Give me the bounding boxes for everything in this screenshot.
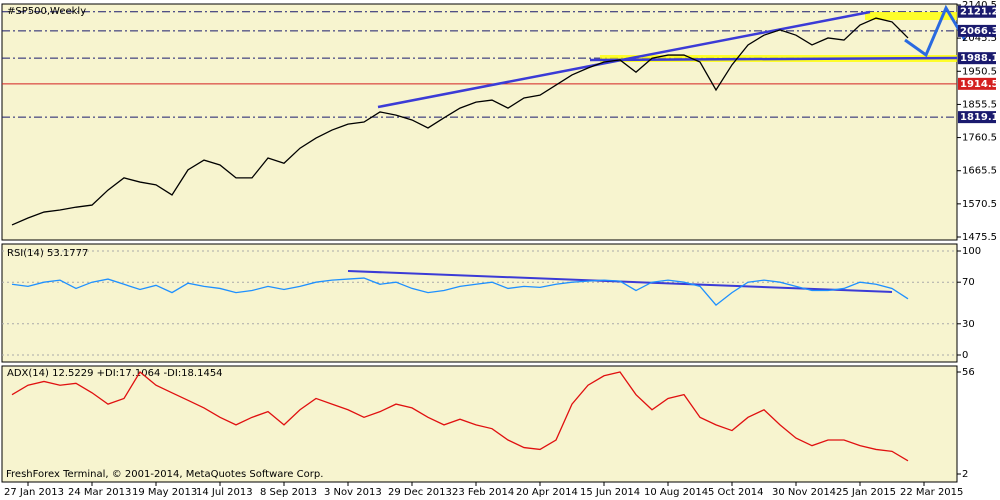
y-tick-label: 2140.5 — [962, 0, 997, 11]
price-panel — [1, 3, 958, 241]
y-tick-label: 0 — [962, 350, 968, 361]
y-tick-label: 1855.5 — [962, 99, 997, 110]
x-tick-label: 8 Sep 2013 — [260, 487, 317, 498]
y-tick-label: 100 — [962, 246, 981, 257]
y-tick-label: 56 — [962, 367, 975, 378]
x-tick-label: 19 May 2013 — [132, 487, 197, 498]
level-label-box — [958, 5, 996, 18]
level-label: 1914.5 — [960, 79, 999, 90]
x-tick-label: 29 Dec 2013 — [388, 487, 452, 498]
y-tick-label: 2045.5 — [962, 33, 997, 44]
level-label-box — [958, 24, 996, 37]
x-tick-label: 10 Aug 2014 — [644, 487, 708, 498]
level-label-box — [958, 77, 996, 90]
level-label: 1819.1 — [960, 112, 999, 123]
series-line — [11, 371, 909, 462]
x-tick-label: 24 Mar 2013 — [68, 487, 131, 498]
copyright: FreshForex Terminal, © 2001-2014, MetaQu… — [6, 469, 323, 480]
series-line — [11, 17, 909, 226]
x-tick-label: 20 Apr 2014 — [516, 487, 578, 498]
level-label: 1988.1 — [960, 53, 999, 64]
y-tick-label: 70 — [962, 277, 975, 288]
y-tick-label: 1665.5 — [962, 166, 997, 177]
level-label-box — [958, 111, 996, 124]
x-tick-label: 5 Oct 2014 — [708, 487, 763, 498]
panel-title: #SP500,Weekly — [7, 6, 86, 17]
adx-panel — [1, 365, 958, 483]
y-tick-label: 1950.5 — [962, 66, 997, 77]
forecast-arrow — [904, 4, 967, 58]
y-tick-label: 1760.5 — [962, 133, 997, 144]
level-label-box — [958, 52, 996, 65]
x-tick-label: 14 Jul 2013 — [196, 487, 253, 498]
x-tick-label: 30 Nov 2014 — [772, 487, 836, 498]
x-tick-label: 15 Jun 2014 — [580, 487, 640, 498]
rsi-panel — [1, 243, 958, 363]
resistance-zone — [865, 12, 957, 20]
y-tick-label: 2 — [962, 469, 968, 480]
x-tick-label: 25 Jan 2015 — [836, 487, 896, 498]
y-tick-label: 1570.5 — [962, 199, 997, 210]
y-tick-label: 30 — [962, 319, 975, 330]
x-tick-label: 27 Jan 2013 — [4, 487, 64, 498]
level-label: 2121.2 — [960, 7, 999, 18]
level-label: 2066.3 — [960, 26, 999, 37]
x-tick-label: 23 Feb 2014 — [452, 487, 514, 498]
x-tick-label: 3 Nov 2013 — [324, 487, 382, 498]
panel-title: ADX(14) 12.5229 +DI:17.1064 -DI:18.1454 — [7, 368, 223, 379]
x-tick-label: 22 Mar 2015 — [900, 487, 963, 498]
panel-title: RSI(14) 53.1777 — [7, 248, 88, 259]
series-line — [11, 277, 909, 306]
y-tick-label: 1475.5 — [962, 232, 997, 243]
